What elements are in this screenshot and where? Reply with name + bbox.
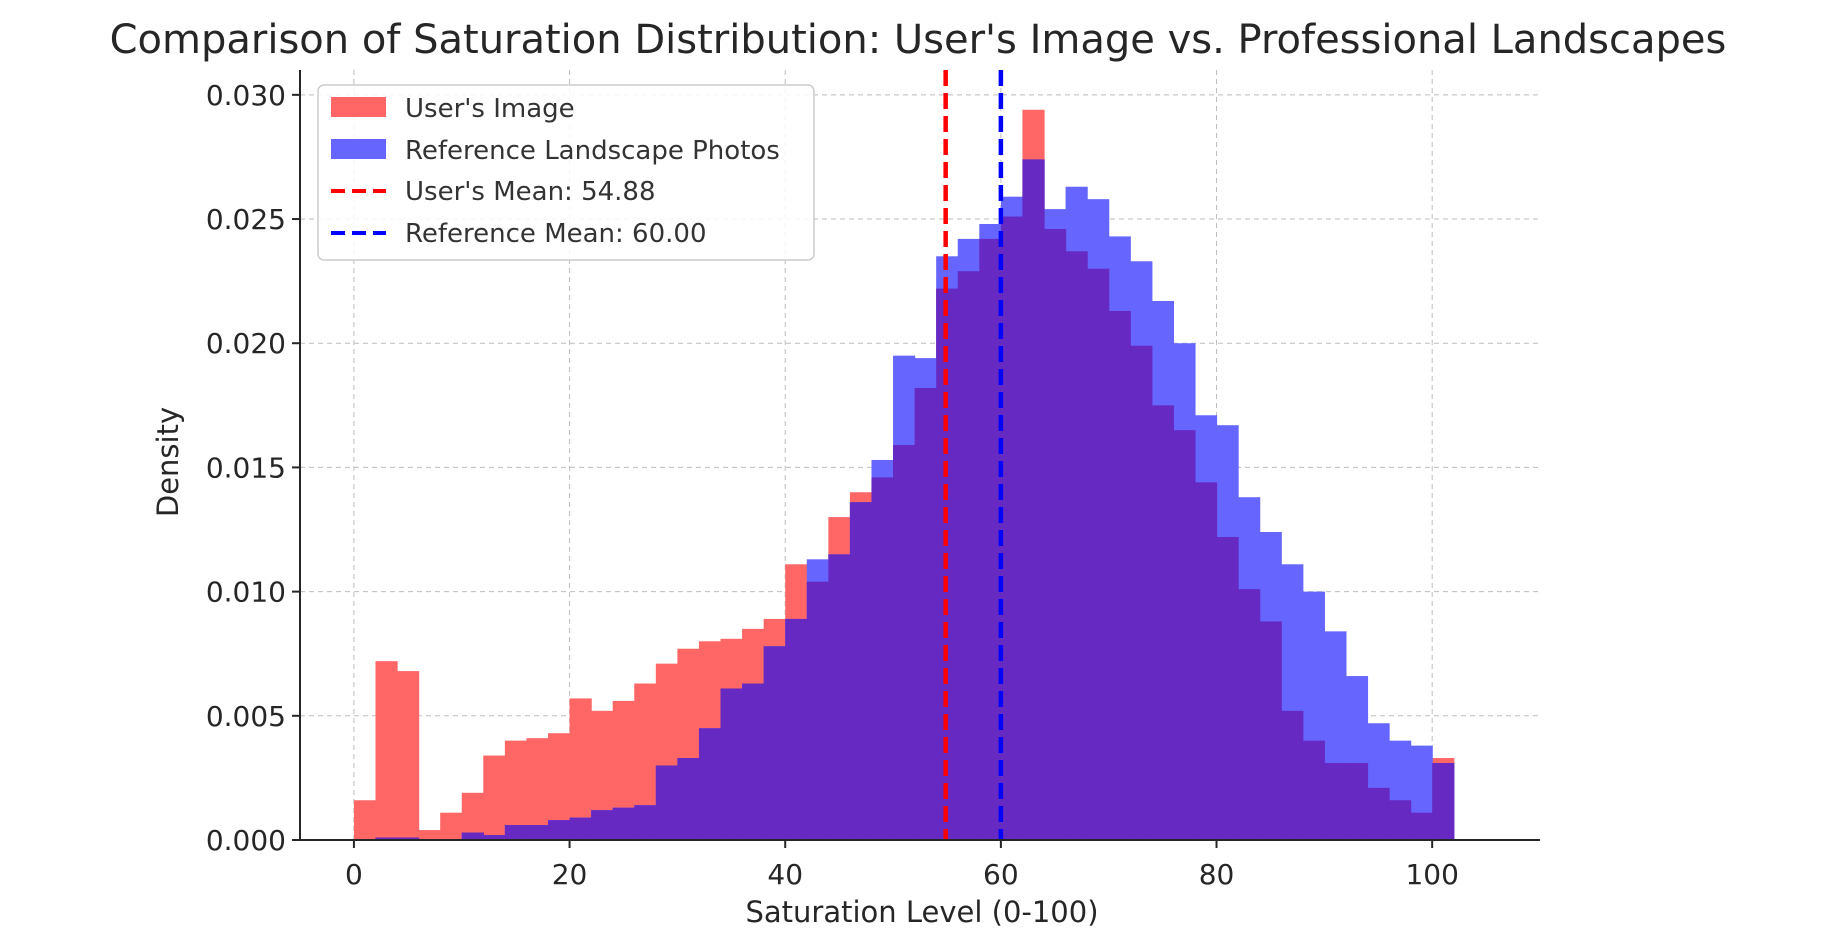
legend: User's Image Reference Landscape Photos … (317, 84, 815, 261)
bar-overlap (1216, 536, 1239, 840)
y-tick-label: 0.000 (206, 824, 286, 857)
axes (299, 70, 1540, 841)
bar-overlap (397, 837, 420, 840)
bar-user-image (634, 683, 657, 840)
bar-overlap (526, 825, 549, 840)
legend-label-reference: Reference Landscape Photos (405, 136, 780, 166)
bar-user-image (397, 671, 420, 840)
bar-overlap (677, 758, 700, 840)
y-tick-label: 0.010 (206, 576, 286, 609)
bar-overlap (655, 765, 678, 840)
bar-overlap (1281, 710, 1304, 840)
y-axis-label: Density (151, 407, 185, 517)
x-tick-label: 80 (1199, 858, 1235, 891)
legend-label-user-image: User's Image (405, 94, 575, 124)
legend-label-reference-mean: Reference Mean: 60.00 (405, 219, 707, 249)
legend-label-user-mean: User's Mean: 54.88 (405, 177, 656, 207)
bar-user-image (418, 830, 441, 840)
y-tick-label: 0.015 (206, 451, 286, 484)
bar-user-image (375, 661, 398, 840)
x-tick-label: 40 (767, 858, 803, 891)
bar-overlap (1367, 787, 1390, 840)
legend-swatch-reference (331, 139, 386, 159)
bar-overlap (591, 810, 614, 840)
legend-box (317, 84, 815, 261)
bar-overlap (1345, 763, 1369, 840)
bar-overlap (1173, 430, 1196, 840)
bar-overlap (785, 618, 808, 840)
bar-overlap (612, 807, 635, 840)
mean-lines (943, 70, 1004, 840)
x-tick-label: 100 (1405, 858, 1458, 891)
bar-overlap (1194, 482, 1218, 840)
bar-overlap (634, 805, 657, 840)
bar-overlap (1000, 216, 1024, 840)
bar-user-image (440, 812, 463, 840)
bar-user-image (504, 740, 528, 840)
bar-user-image (483, 755, 506, 840)
bar-overlap (957, 271, 980, 840)
bar-overlap (1130, 345, 1153, 840)
bar-overlap (1259, 621, 1282, 840)
x-tick-label: 0 (345, 858, 363, 891)
x-tick-label: 60 (983, 858, 1019, 891)
bar-user-image (526, 738, 549, 840)
bar-user-image (591, 710, 614, 840)
bar-overlap (979, 238, 1002, 841)
bar-overlap (1410, 812, 1433, 840)
x-tick-label: 20 (552, 858, 588, 891)
y-tick-label: 0.020 (206, 327, 286, 360)
bar-overlap (569, 817, 592, 840)
bar-overlap (1432, 763, 1455, 840)
bar-overlap (914, 387, 937, 840)
bar-overlap (1238, 589, 1261, 840)
bar-user-image (612, 700, 635, 840)
bar-overlap (548, 820, 571, 840)
x-axis-label: Saturation Level (0-100) (745, 895, 1098, 929)
bar-overlap (849, 502, 873, 840)
bar-overlap (1389, 800, 1412, 840)
y-tick-label: 0.005 (206, 700, 286, 733)
bar-user-image (353, 800, 377, 840)
bar-overlap (698, 728, 722, 840)
bar-overlap (1044, 228, 1067, 840)
bar-overlap (720, 688, 743, 840)
bar-overlap (1324, 763, 1347, 840)
bar-overlap (504, 825, 528, 840)
bar-overlap (742, 683, 765, 840)
overlap-bars (375, 159, 1455, 841)
y-tick-label: 0.025 (206, 203, 286, 236)
bar-overlap (461, 832, 484, 840)
bar-overlap (483, 835, 506, 840)
bar-overlap (1108, 310, 1131, 840)
chart-title: Comparison of Saturation Distribution: U… (110, 17, 1727, 63)
bar-overlap (1151, 405, 1174, 840)
bar-overlap (828, 554, 851, 840)
bar-overlap (1065, 251, 1088, 841)
bar-user-image (548, 733, 571, 840)
x-ticks: 0 20 40 60 80 100 (345, 840, 1459, 891)
bar-overlap (375, 837, 398, 840)
bar-overlap (1302, 740, 1325, 840)
legend-swatch-user-image (331, 97, 386, 117)
bar-overlap (871, 477, 894, 840)
bar-user-image (461, 792, 484, 840)
bar-user-image (569, 698, 592, 840)
y-tick-label: 0.030 (206, 79, 286, 112)
y-ticks: 0.000 0.005 0.010 0.015 0.020 0.025 0.030 (206, 79, 300, 857)
bar-overlap (806, 581, 829, 840)
bar-overlap (763, 646, 786, 840)
bar-overlap (1022, 159, 1045, 840)
bar-overlap (1087, 268, 1110, 840)
bar-overlap (893, 445, 916, 840)
